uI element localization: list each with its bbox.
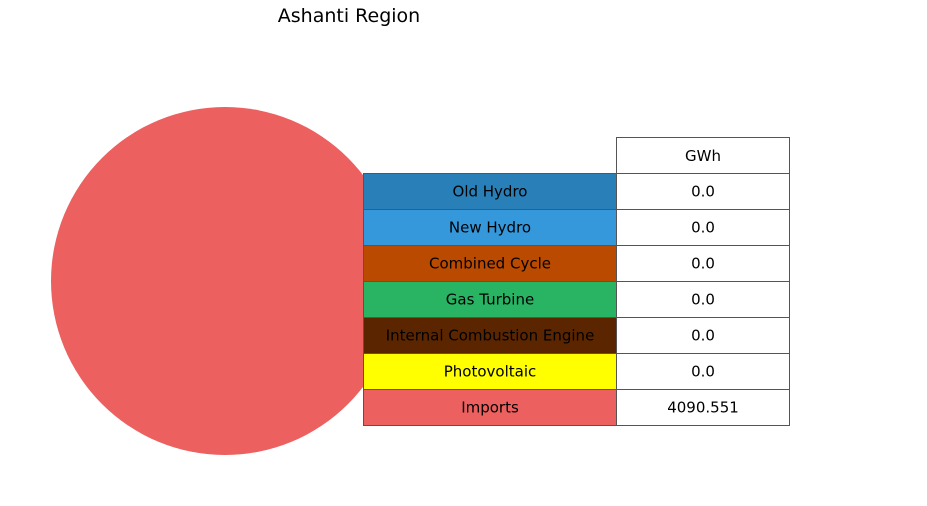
- table-row-value-cell-new-hydro: [616, 209, 790, 246]
- table-row-label-cell-internal-combustion-engine: [363, 317, 617, 354]
- table-row-value-gas-turbine: 0.0: [691, 291, 715, 309]
- table-row-value-cell-internal-combustion-engine: [616, 317, 790, 354]
- table-row-label-cell-photovoltaic: [363, 353, 617, 390]
- table-row-label-combined-cycle: Combined Cycle: [429, 255, 551, 273]
- data-table: GWh Old Hydro 0.0 New Hydro 0.0 Combined Cyc…: [363, 137, 790, 426]
- table-row-value-combined-cycle: 0.0: [691, 255, 715, 273]
- table-row-label-photovoltaic: Photovoltaic: [444, 363, 537, 381]
- table-row-label-internal-combustion-engine: Internal Combustion Engine: [386, 327, 595, 345]
- pie: [51, 107, 399, 455]
- table-row-label-old-hydro: Old Hydro: [453, 183, 528, 201]
- table-row-label-imports: Imports: [461, 399, 519, 417]
- table-row-label-new-hydro: New Hydro: [449, 219, 531, 237]
- table-row-value-cell-combined-cycle: [616, 245, 790, 282]
- table-row-label-cell-gas-turbine: [363, 281, 617, 318]
- table-row-value-cell-imports: [616, 389, 790, 426]
- table-row-value-cell-photovoltaic: [616, 353, 790, 390]
- table-row-value-imports: 4090.551: [667, 399, 739, 417]
- table-row-value-new-hydro: 0.0: [691, 219, 715, 237]
- chart-title: Ashanti Region: [278, 5, 420, 27]
- table-row-value-internal-combustion-engine: 0.0: [691, 327, 715, 345]
- table-row-label-gas-turbine: Gas Turbine: [446, 291, 534, 309]
- table-row-label-cell-imports: [363, 389, 617, 426]
- table-row-value-cell-old-hydro: [616, 173, 790, 210]
- table-row-value-photovoltaic: 0.0: [691, 363, 715, 381]
- pie-slice-imports: [51, 107, 399, 455]
- table-row-value-old-hydro: 0.0: [691, 183, 715, 201]
- table-header-label: GWh: [685, 147, 721, 165]
- table-row-value-cell-gas-turbine: [616, 281, 790, 318]
